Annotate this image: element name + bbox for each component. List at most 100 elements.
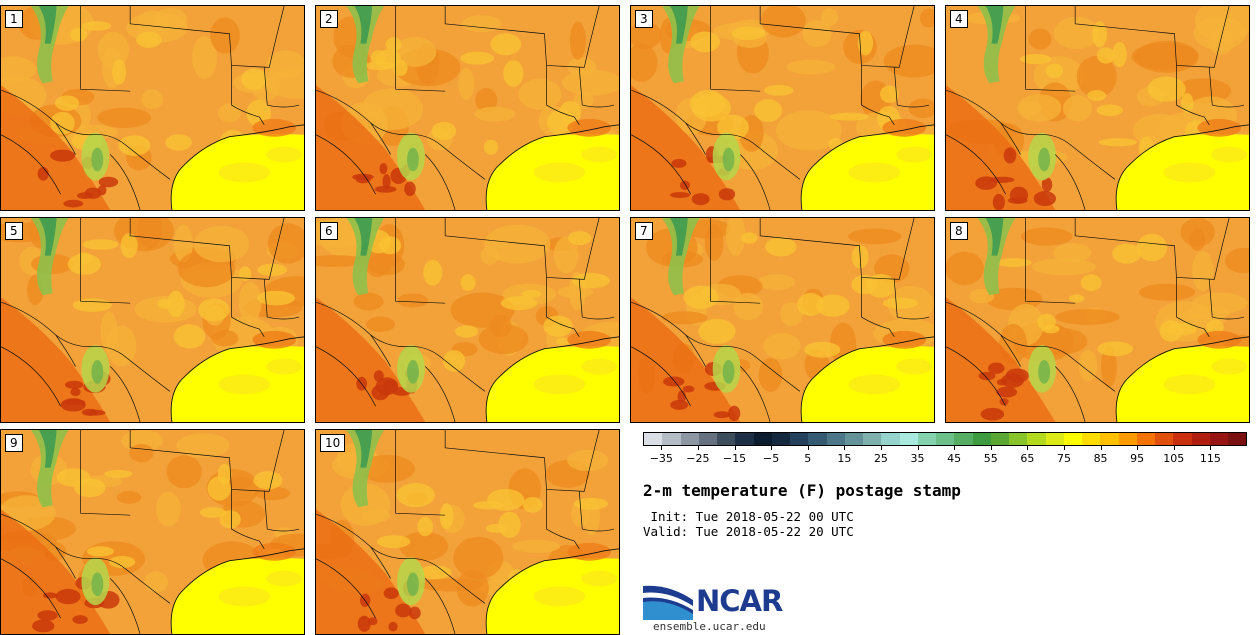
colorbar-tick-mark	[1027, 446, 1029, 450]
colorbar-swatch	[698, 433, 717, 445]
ensemble-member-panel[interactable]: 10	[315, 429, 620, 635]
colorbar-tick-mark	[917, 446, 919, 450]
temperature-map	[946, 218, 1249, 422]
colorbar-tick-mark	[1137, 446, 1139, 450]
colorbar-tick-mark	[1210, 446, 1212, 450]
ncar-logo[interactable]: NCAR	[643, 578, 793, 622]
colorbar-swatch	[863, 433, 882, 445]
colorbar-swatch	[954, 433, 973, 445]
ensemble-member-panel[interactable]: 3	[630, 5, 935, 211]
colorbar-swatch	[990, 433, 1009, 445]
colorbar-swatch	[790, 433, 809, 445]
colorbar-swatch	[1136, 433, 1155, 445]
temperature-map	[631, 6, 934, 210]
colorbar-swatch	[1173, 433, 1192, 445]
ensemble-member-panel[interactable]: 9	[0, 429, 305, 635]
colorbar-swatch	[936, 433, 955, 445]
colorbar-tick-label: −25	[686, 452, 710, 465]
colorbar-tick-label: 25	[873, 452, 888, 465]
colorbar-tick-mark	[844, 446, 846, 450]
colorbar-tick-label: 85	[1093, 452, 1108, 465]
ncar-logo-text: NCAR	[696, 584, 783, 618]
colorbar-tick-mark	[697, 446, 699, 450]
colorbar-tick-label: −35	[649, 452, 673, 465]
colorbar-tick-mark	[990, 446, 992, 450]
temperature-map	[316, 218, 619, 422]
ensemble-url[interactable]: ensemble.ucar.edu	[653, 620, 766, 633]
colorbar-tick-mark	[1100, 446, 1102, 450]
ncar-swoosh-icon	[643, 585, 693, 620]
colorbar-tick-mark	[880, 446, 882, 450]
colorbar-tick-mark	[1173, 446, 1175, 450]
colorbar-tick-label: 115	[1199, 452, 1221, 465]
colorbar-tick-mark	[661, 446, 663, 450]
colorbar-swatch	[1027, 433, 1046, 445]
valid-time: Valid: Tue 2018-05-22 20 UTC	[643, 524, 854, 539]
temperature-map	[316, 430, 619, 634]
colorbar-tick-mark	[771, 446, 773, 450]
member-number-label: 8	[950, 222, 968, 240]
ensemble-member-panel[interactable]: 7	[630, 217, 935, 423]
member-number-label: 9	[5, 434, 23, 452]
colorbar-swatch	[899, 433, 918, 445]
colorbar-tick-label: 75	[1056, 452, 1071, 465]
member-number-label: 4	[950, 10, 968, 28]
colorbar-swatch	[1100, 433, 1119, 445]
member-number-label: 10	[320, 434, 346, 452]
temperature-map	[316, 6, 619, 210]
colorbar-swatch	[1082, 433, 1101, 445]
ensemble-member-panel[interactable]: 6	[315, 217, 620, 423]
ensemble-member-panel[interactable]: 8	[945, 217, 1250, 423]
init-time: Init: Tue 2018-05-22 00 UTC	[643, 509, 854, 524]
temperature-map	[1, 218, 304, 422]
colorbar-tick-mark	[807, 446, 809, 450]
colorbar-tick-label: 105	[1163, 452, 1185, 465]
colorbar-tick-label: 95	[1130, 452, 1145, 465]
colorbar-swatch	[881, 433, 900, 445]
colorbar-swatch	[826, 433, 845, 445]
temperature-map	[1, 6, 304, 210]
colorbar-tick-label: −15	[722, 452, 747, 465]
temperature-map	[631, 218, 934, 422]
colorbar-swatch	[717, 433, 736, 445]
colorbar-tick-label: 65	[1020, 452, 1035, 465]
colorbar-tick-label: 15	[837, 452, 852, 465]
colorbar-tick-mark	[1063, 446, 1065, 450]
colorbar-swatch	[1228, 433, 1247, 445]
temperature-map	[1, 430, 304, 634]
colorbar-swatch	[644, 433, 663, 445]
temperature-colorbar	[643, 432, 1247, 446]
member-number-label: 3	[635, 10, 653, 28]
member-number-label: 7	[635, 222, 653, 240]
colorbar-tick-mark	[734, 446, 736, 450]
colorbar-swatch	[753, 433, 772, 445]
colorbar-swatch	[1009, 433, 1028, 445]
colorbar-tick-label: 35	[910, 452, 925, 465]
colorbar-tick-labels: −35 −25 −15 −5 5 15 25 35 45 55 65 75 85 95 105 115	[643, 446, 1247, 466]
colorbar-tick-label: −5	[763, 452, 780, 465]
ensemble-member-panel[interactable]: 1	[0, 5, 305, 211]
colorbar-swatch	[771, 433, 790, 445]
colorbar-swatch	[680, 433, 699, 445]
colorbar-swatch	[1118, 433, 1137, 445]
colorbar-swatch	[1191, 433, 1210, 445]
colorbar-tick-label: 45	[947, 452, 962, 465]
colorbar-swatch	[1063, 433, 1082, 445]
ensemble-member-panel[interactable]: 5	[0, 217, 305, 423]
colorbar-tick-label: 55	[983, 452, 998, 465]
member-number-label: 1	[5, 10, 23, 28]
page-title: 2-m temperature (F) postage stamp	[643, 481, 961, 500]
colorbar-swatch	[735, 433, 754, 445]
colorbar-tick-label: 5	[804, 452, 812, 465]
colorbar-swatch	[844, 433, 863, 445]
colorbar-swatch	[662, 433, 681, 445]
colorbar-swatch	[972, 433, 991, 445]
temperature-map	[946, 6, 1249, 210]
member-number-label: 5	[5, 222, 23, 240]
member-number-label: 2	[320, 10, 338, 28]
colorbar-swatch	[1209, 433, 1228, 445]
ensemble-member-panel[interactable]: 4	[945, 5, 1250, 211]
ensemble-member-panel[interactable]: 2	[315, 5, 620, 211]
colorbar-swatch	[1155, 433, 1174, 445]
